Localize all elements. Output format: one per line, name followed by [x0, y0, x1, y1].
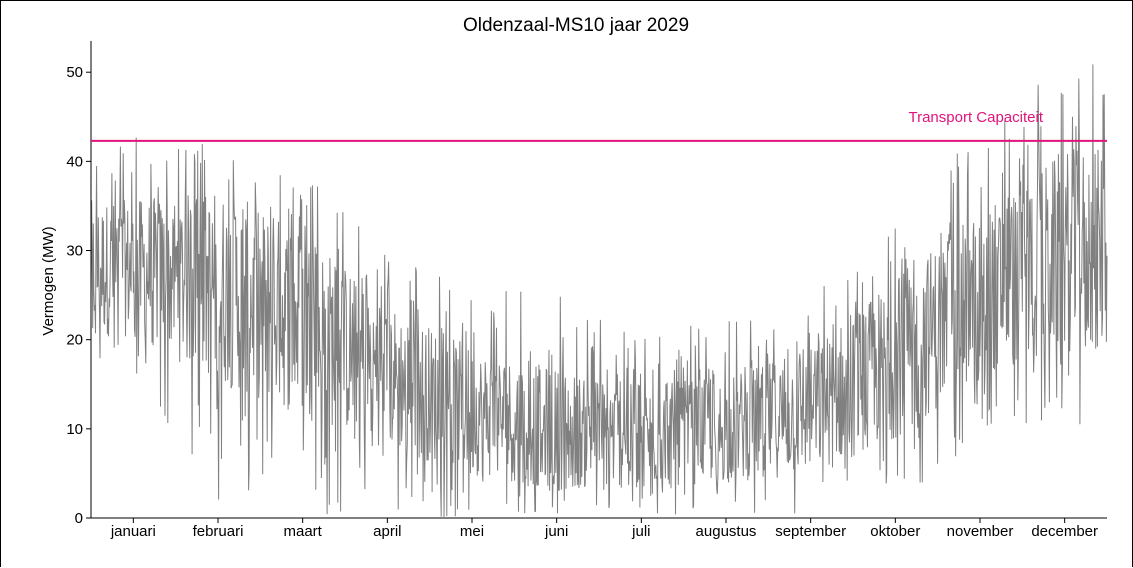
y-tick-label: 10 [66, 421, 83, 438]
x-tick-label: mei [460, 523, 484, 540]
series-layer [90, 64, 1108, 518]
x-tick-label: december [1031, 523, 1098, 540]
x-tick-label: augustus [696, 523, 757, 540]
x-tick-label: juni [544, 523, 568, 540]
x-tick-label: februari [193, 523, 244, 540]
y-tick-label: 50 [66, 64, 83, 81]
y-tick-label: 40 [66, 153, 83, 170]
x-tick-label: november [947, 523, 1014, 540]
x-tick-label: april [373, 523, 401, 540]
x-tick-label: juli [631, 523, 650, 540]
y-axis-label: Vermogen (MW) [40, 226, 57, 335]
x-tick-label: oktober [870, 523, 920, 540]
capacity-layer: Transport Capaciteit [91, 109, 1107, 142]
series-line [90, 64, 1108, 518]
x-tick-label: januari [110, 523, 156, 540]
y-tick-label: 0 [75, 510, 83, 527]
y-tick-label: 20 [66, 332, 83, 349]
x-tick-label: september [775, 523, 846, 540]
chart-title: Oldenzaal-MS10 jaar 2029 [463, 15, 689, 36]
capacity-label: Transport Capaciteit [908, 109, 1043, 126]
axis-layer: 0 10 20 30 40 50 januari februari maart april mei j… [66, 41, 1107, 540]
x-tick-label: maart [283, 523, 322, 540]
y-tick-label: 30 [66, 243, 83, 260]
